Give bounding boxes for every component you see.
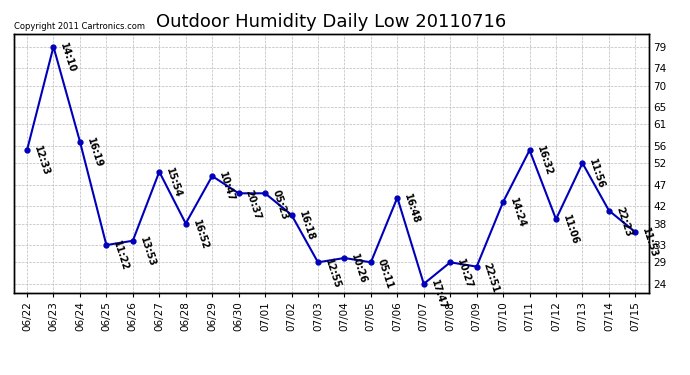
Text: 10:27: 10:27: [455, 257, 474, 290]
Text: 16:19: 16:19: [85, 136, 104, 169]
Text: 05:23: 05:23: [270, 188, 289, 220]
Text: 16:18: 16:18: [297, 210, 316, 242]
Text: 14:24: 14:24: [508, 197, 527, 229]
Text: 13:53: 13:53: [138, 236, 157, 268]
Text: 16:52: 16:52: [190, 218, 210, 251]
Text: 11:56: 11:56: [587, 158, 607, 190]
Text: 10:26: 10:26: [349, 253, 368, 285]
Text: Copyright 2011 Cartronics.com: Copyright 2011 Cartronics.com: [14, 22, 145, 31]
Text: 10:47: 10:47: [217, 171, 236, 203]
Text: 11:22: 11:22: [111, 240, 130, 272]
Text: 16:32: 16:32: [535, 145, 553, 177]
Text: 16:48: 16:48: [402, 192, 422, 225]
Text: 22:51: 22:51: [482, 261, 501, 294]
Text: 12:55: 12:55: [323, 257, 342, 290]
Text: 12:33: 12:33: [32, 145, 51, 177]
Text: 05:11: 05:11: [376, 257, 395, 290]
Text: 20:37: 20:37: [244, 188, 263, 220]
Text: 11:53: 11:53: [640, 227, 660, 260]
Text: 11:06: 11:06: [561, 214, 580, 246]
Text: 14:10: 14:10: [59, 42, 77, 74]
Title: Outdoor Humidity Daily Low 20110716: Outdoor Humidity Daily Low 20110716: [156, 13, 506, 31]
Text: 15:54: 15:54: [164, 166, 184, 199]
Text: 22:23: 22:23: [614, 206, 633, 238]
Text: 17:47: 17:47: [428, 279, 448, 311]
